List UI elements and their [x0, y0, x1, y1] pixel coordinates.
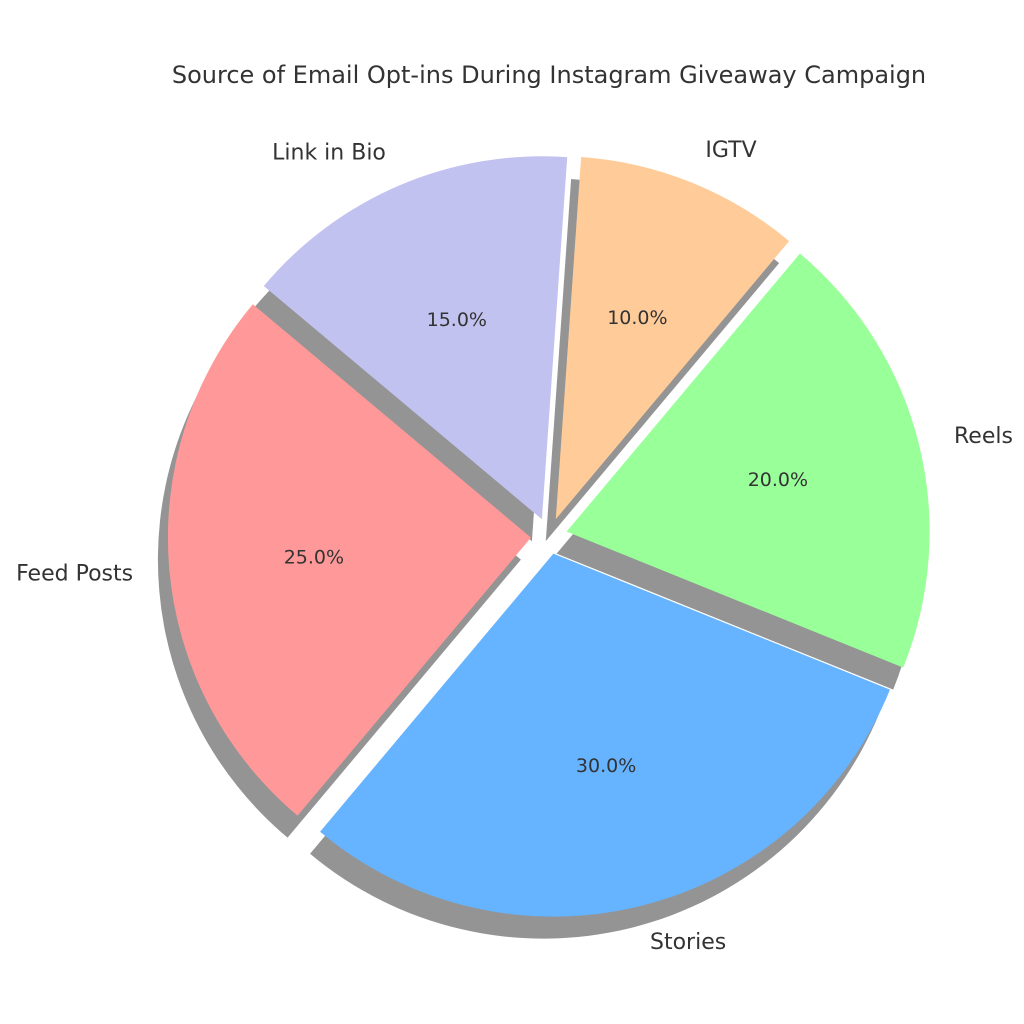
category-label-stories: Stories [650, 930, 726, 955]
category-label-igtv: IGTV [705, 138, 756, 163]
category-label-reels: Reels [954, 424, 1013, 449]
pie-slice-igtv [555, 157, 790, 520]
slice-layer [167, 156, 930, 917]
percent-label-link-in-bio: 15.0% [427, 309, 487, 331]
percent-label-reels: 20.0% [748, 469, 808, 491]
percent-label-feed-posts: 25.0% [284, 547, 344, 569]
category-label-link-in-bio: Link in Bio [272, 141, 386, 166]
category-label-feed-posts: Feed Posts [16, 561, 133, 586]
pie-slice-reels [566, 253, 930, 668]
pie-slice-feed-posts [167, 304, 531, 816]
percent-label-igtv: 10.0% [607, 307, 667, 329]
pie-slice-link-in-bio [263, 156, 568, 520]
chart-title: Source of Email Opt-ins During Instagram… [172, 61, 926, 89]
percent-label-stories: 30.0% [576, 755, 636, 777]
pie-slice-stories [320, 553, 890, 917]
label-layer: 25.0% Feed Posts 30.0% Stories 20.0% Reels 10.… [16, 138, 1013, 955]
